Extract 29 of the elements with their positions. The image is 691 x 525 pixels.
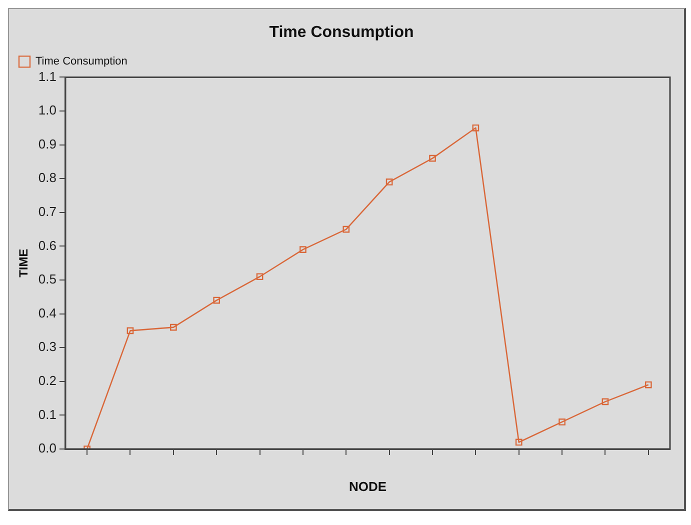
y-tick-label: 0.4 <box>38 305 56 320</box>
point <box>126 327 134 334</box>
y-tick-label: 0.1 <box>38 406 56 422</box>
point <box>644 381 652 388</box>
y-tick-label: 0.3 <box>38 339 56 354</box>
point <box>602 398 609 406</box>
x-axis-title: NODE <box>348 478 387 494</box>
point <box>170 324 177 331</box>
point <box>429 154 436 162</box>
legend-label: Time Consumption <box>36 56 128 68</box>
y-tick-label: 1.0 <box>38 102 56 118</box>
point <box>213 296 220 304</box>
y-tick-label: 0.8 <box>38 170 56 186</box>
point <box>472 124 480 132</box>
chart-title: Time Consumption <box>269 24 414 42</box>
point <box>300 246 306 254</box>
point <box>558 418 566 426</box>
point <box>342 226 350 233</box>
y-tick-label: 0.2 <box>38 372 56 388</box>
point <box>386 178 393 186</box>
y-axis-title: TIME <box>16 248 31 278</box>
y-tick-label: 0.9 <box>38 136 56 152</box>
y-tick-label: 0.0 <box>38 440 56 456</box>
point <box>256 273 264 280</box>
y-tick-label: 0.7 <box>38 204 56 219</box>
y-tick-label: 1.1 <box>38 68 56 84</box>
y-tick-label: 0.5 <box>38 272 56 287</box>
y-tick-label: 0.6 <box>38 238 56 253</box>
point <box>515 438 522 446</box>
